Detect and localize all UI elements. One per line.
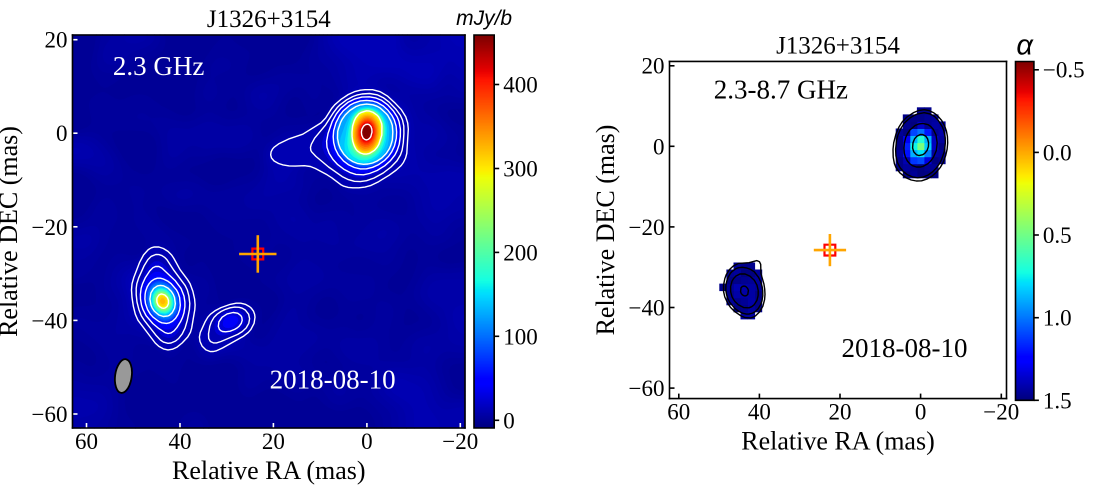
svg-text:0: 0 xyxy=(915,400,927,425)
svg-text:Relative DEC (mas): Relative DEC (mas) xyxy=(591,125,620,336)
svg-text:−20: −20 xyxy=(629,215,665,240)
svg-text:20: 20 xyxy=(45,28,68,53)
svg-text:0: 0 xyxy=(653,134,665,159)
svg-text:mJy/b: mJy/b xyxy=(456,7,512,30)
svg-text:−40: −40 xyxy=(629,296,665,321)
svg-text:60: 60 xyxy=(75,429,98,454)
svg-text:2018-08-10: 2018-08-10 xyxy=(270,365,396,395)
svg-text:J1326+3154: J1326+3154 xyxy=(776,32,900,59)
svg-text:1.0: 1.0 xyxy=(1043,306,1072,331)
svg-text:60: 60 xyxy=(667,400,690,425)
svg-text:100: 100 xyxy=(503,324,538,349)
svg-text:40: 40 xyxy=(748,400,771,425)
svg-text:−20: −20 xyxy=(442,429,478,454)
svg-text:Relative RA (mas): Relative RA (mas) xyxy=(741,427,935,456)
svg-text:2.3 GHz: 2.3 GHz xyxy=(113,51,204,81)
svg-text:400: 400 xyxy=(503,73,538,98)
svg-text:40: 40 xyxy=(169,429,192,454)
svg-text:2.3-8.7 GHz: 2.3-8.7 GHz xyxy=(714,74,848,104)
svg-text:0: 0 xyxy=(503,408,515,433)
svg-text:J1326+3154: J1326+3154 xyxy=(207,6,331,33)
svg-text:Relative RA (mas): Relative RA (mas) xyxy=(172,456,366,485)
svg-text:−20: −20 xyxy=(32,215,68,240)
svg-text:1.5: 1.5 xyxy=(1043,388,1072,413)
svg-text:Relative DEC (mas): Relative DEC (mas) xyxy=(0,126,23,337)
svg-text:−40: −40 xyxy=(32,308,68,333)
svg-text:200: 200 xyxy=(503,240,538,265)
svg-text:α: α xyxy=(1016,30,1034,62)
svg-text:−60: −60 xyxy=(629,376,665,401)
svg-text:20: 20 xyxy=(642,54,665,79)
svg-text:−20: −20 xyxy=(983,400,1019,425)
svg-text:0: 0 xyxy=(361,429,373,454)
svg-text:300: 300 xyxy=(503,156,538,181)
svg-text:0.0: 0.0 xyxy=(1043,140,1072,165)
svg-text:20: 20 xyxy=(262,429,285,454)
svg-text:0: 0 xyxy=(56,121,68,146)
svg-text:20: 20 xyxy=(829,400,852,425)
svg-text:2018-08-10: 2018-08-10 xyxy=(842,333,968,363)
svg-text:−60: −60 xyxy=(32,402,68,427)
svg-text:0.5: 0.5 xyxy=(1043,223,1072,248)
svg-text:−0.5: −0.5 xyxy=(1043,58,1085,83)
